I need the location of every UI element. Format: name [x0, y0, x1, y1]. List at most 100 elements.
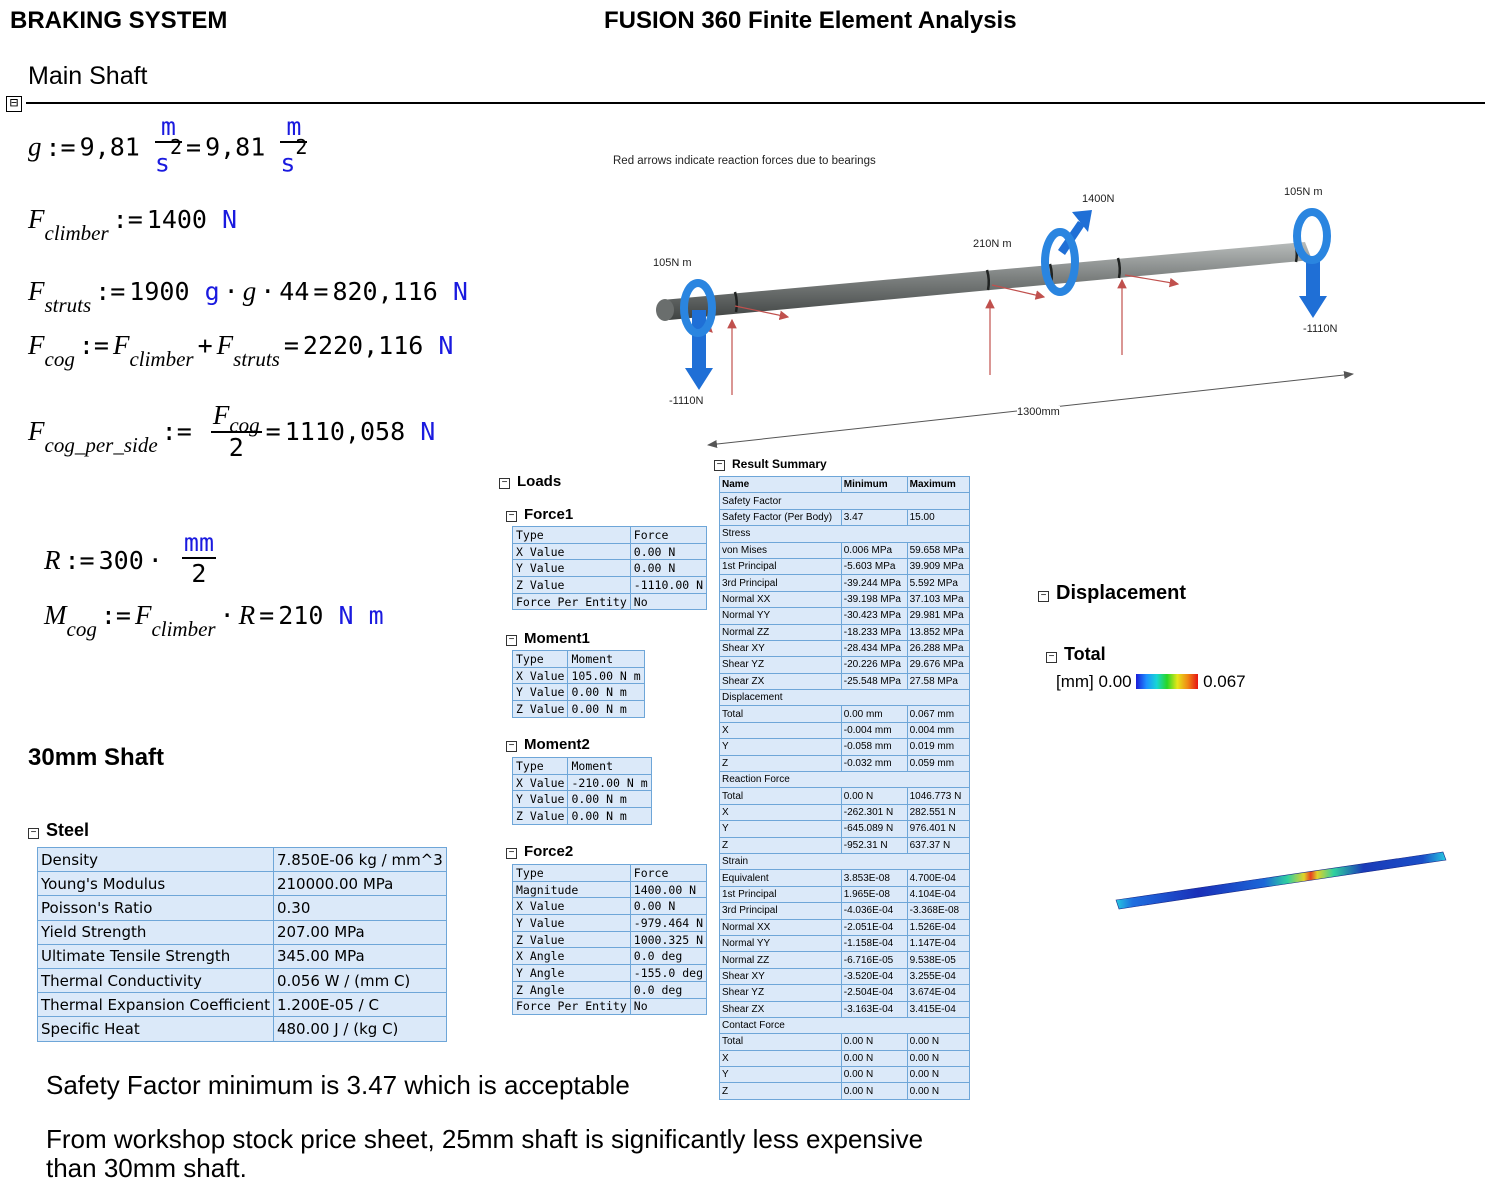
steel-properties-table: Density 7.850E-06 kg / mm^3 Young's Modulu… — [37, 846, 447, 1042]
table-cell: 0.006 MPa — [840, 541, 908, 559]
table-cell: 13.852 MPa — [906, 623, 971, 641]
table-cell: 0.004 mm — [906, 721, 971, 740]
table-cell: Normal ZZ — [719, 623, 842, 641]
result-row: 3rd Principal -4.036E-04 -3.368E-08 — [719, 902, 971, 920]
reaction-right-label: -1110N — [1303, 323, 1338, 335]
table-cell: Z Value — [512, 576, 631, 594]
collapse-region-icon[interactable]: ⊟ — [6, 96, 22, 112]
table-cell: 0.067 mm — [906, 705, 971, 723]
load-property-row: Type Force — [512, 864, 708, 882]
table-cell: 0.00 N — [840, 787, 908, 805]
table-cell: 0.00 N m — [567, 807, 652, 825]
table-cell: -18.233 MPa — [840, 623, 908, 641]
table-cell: Moment — [567, 757, 652, 775]
table-cell: -3.163E-04 — [840, 1000, 908, 1018]
table-cell: Normal XX — [719, 590, 842, 609]
table-cell: Z Value — [512, 930, 631, 949]
table-cell: Thermal Conductivity — [37, 967, 274, 994]
column-header: Name — [719, 475, 842, 494]
equation-g: g:= 9,81 m s2 = 9,81 m s2 — [28, 112, 308, 178]
table-cell: Young's Modulus — [37, 871, 274, 897]
load-property-row: X Value 105.00 N m — [511, 666, 645, 685]
group-label: Contact Force — [719, 1016, 970, 1035]
collapse-icon[interactable]: − — [506, 511, 517, 522]
legend-unit: [mm] — [1056, 672, 1094, 691]
table-cell: Yield Strength — [37, 919, 274, 945]
collapse-icon[interactable]: − — [506, 848, 517, 859]
table-cell: Shear YZ — [719, 656, 842, 674]
result-row: Z 0.00 N 0.00 N — [719, 1082, 971, 1100]
table-cell: Z Value — [511, 700, 569, 718]
moment-rings — [680, 208, 1331, 337]
collapse-icon[interactable]: − — [499, 478, 510, 489]
collapse-icon[interactable]: − — [506, 635, 517, 646]
group-label: Stress — [719, 525, 970, 543]
collapse-icon[interactable]: − — [1038, 591, 1049, 602]
collapse-icon[interactable]: − — [28, 828, 39, 839]
moment-left-label: 105N m — [653, 257, 692, 269]
force2-header[interactable]: − Force2 — [506, 843, 573, 860]
displacement-total-header[interactable]: − Total — [1046, 644, 1106, 665]
table-cell: X Value — [511, 773, 569, 792]
table-cell: 1st Principal — [719, 557, 842, 576]
result-row: Normal XX -2.051E-04 1.526E-04 — [719, 918, 971, 936]
table-cell: 1.147E-04 — [906, 934, 971, 953]
table-cell: 26.288 MPa — [906, 639, 971, 658]
result-row: Normal YY -30.423 MPa 29.981 MPa — [719, 607, 971, 625]
collapse-icon[interactable]: − — [506, 741, 517, 752]
result-row: Shear XY -28.434 MPa 26.288 MPa — [719, 639, 971, 658]
table-cell: -3.520E-04 — [840, 967, 908, 986]
table-cell: 0.30 — [272, 895, 447, 921]
table-cell: -1110.00 N — [629, 576, 708, 594]
table-cell: 0.00 N — [840, 1033, 908, 1051]
table-cell: Type — [511, 650, 569, 668]
legend-max: 0.067 — [1203, 672, 1246, 691]
load-property-row: Type Moment — [511, 650, 645, 668]
table-cell: Shear XY — [719, 639, 842, 658]
table-cell: 3.255E-04 — [906, 967, 971, 986]
length-label: 1300mm — [1017, 406, 1060, 418]
table-cell: 345.00 MPa — [272, 943, 447, 969]
steel-property-row: Thermal Conductivity 0.056 W / (mm C) — [37, 967, 447, 994]
table-cell: 0.00 N — [906, 1049, 971, 1068]
table-cell: 27.58 MPa — [906, 672, 971, 691]
table-cell: Total — [719, 787, 842, 805]
legend-min: 0.00 — [1098, 672, 1132, 691]
table-cell: -952.31 N — [840, 836, 908, 854]
table-cell: 3rd Principal — [719, 574, 842, 592]
moment1-header[interactable]: − Moment1 — [506, 630, 590, 647]
table-cell: X Value — [512, 542, 631, 561]
table-cell: 210000.00 MPa — [272, 871, 447, 897]
load-property-row: Force Per Entity No — [512, 997, 708, 1016]
table-cell: 1.965E-08 — [840, 885, 908, 904]
result-group-row: Strain — [719, 852, 970, 871]
load-property-row: Y Value 0.00 N — [512, 559, 708, 578]
table-cell: 1400.00 N — [629, 880, 708, 899]
displacement-header[interactable]: − Displacement — [1038, 582, 1186, 605]
table-cell: Z — [719, 836, 842, 854]
result-row: Normal ZZ -6.716E-05 9.538E-05 — [719, 951, 971, 969]
force1-header[interactable]: − Force1 — [506, 506, 573, 523]
load-property-row: X Angle 0.0 deg — [512, 947, 708, 966]
collapse-icon[interactable]: − — [714, 460, 725, 471]
result-header-row: Name Minimum Maximum — [719, 475, 971, 494]
collapse-icon[interactable]: − — [1046, 652, 1057, 663]
table-cell: 0.0 deg — [629, 947, 708, 966]
loads-section-header[interactable]: − Loads — [499, 473, 561, 490]
table-cell: Z — [719, 1082, 842, 1100]
result-row: Total 0.00 N 0.00 N — [719, 1033, 971, 1051]
result-summary-header[interactable]: − Result Summary — [714, 457, 827, 471]
result-summary-table: Name Minimum Maximum Safety Factor Safety Fa… — [719, 475, 971, 1100]
result-summary-title: Result Summary — [732, 457, 827, 471]
table-cell: Thermal Expansion Coefficient — [37, 992, 274, 1018]
result-row: Y 0.00 N 0.00 N — [719, 1066, 971, 1084]
load-property-row: Magnitude 1400.00 N — [512, 880, 708, 899]
steel-section-header[interactable]: − Steel — [28, 820, 89, 841]
moment2-header[interactable]: − Moment2 — [506, 736, 590, 753]
table-cell: Y — [719, 738, 842, 756]
analysis-title: FUSION 360 Finite Element Analysis — [604, 7, 1017, 34]
table-cell: -25.548 MPa — [840, 672, 908, 691]
